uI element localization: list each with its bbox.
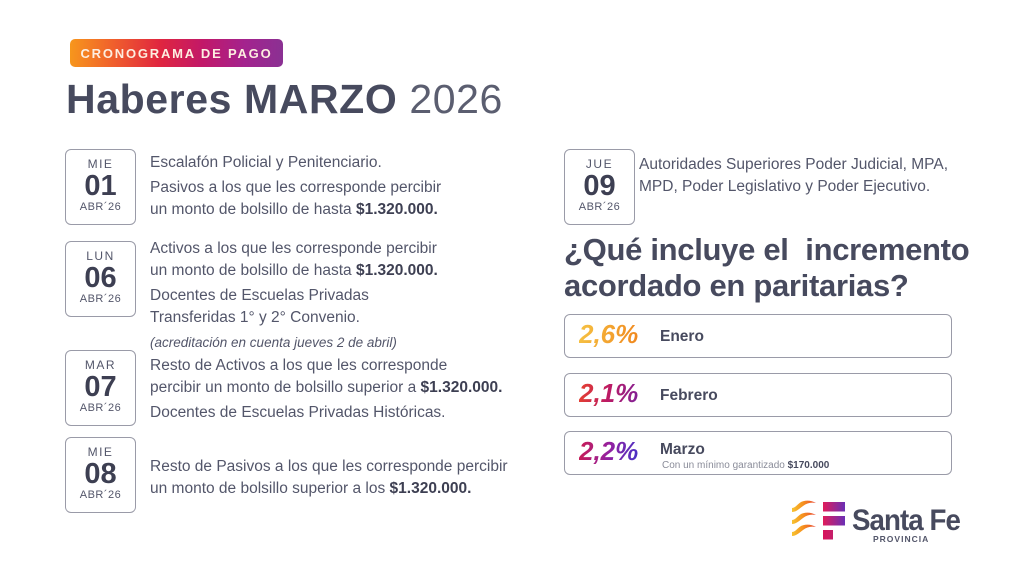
svg-text:PROVINCIA: PROVINCIA [873,534,929,544]
svg-text:Santa Fe: Santa Fe [852,504,960,537]
